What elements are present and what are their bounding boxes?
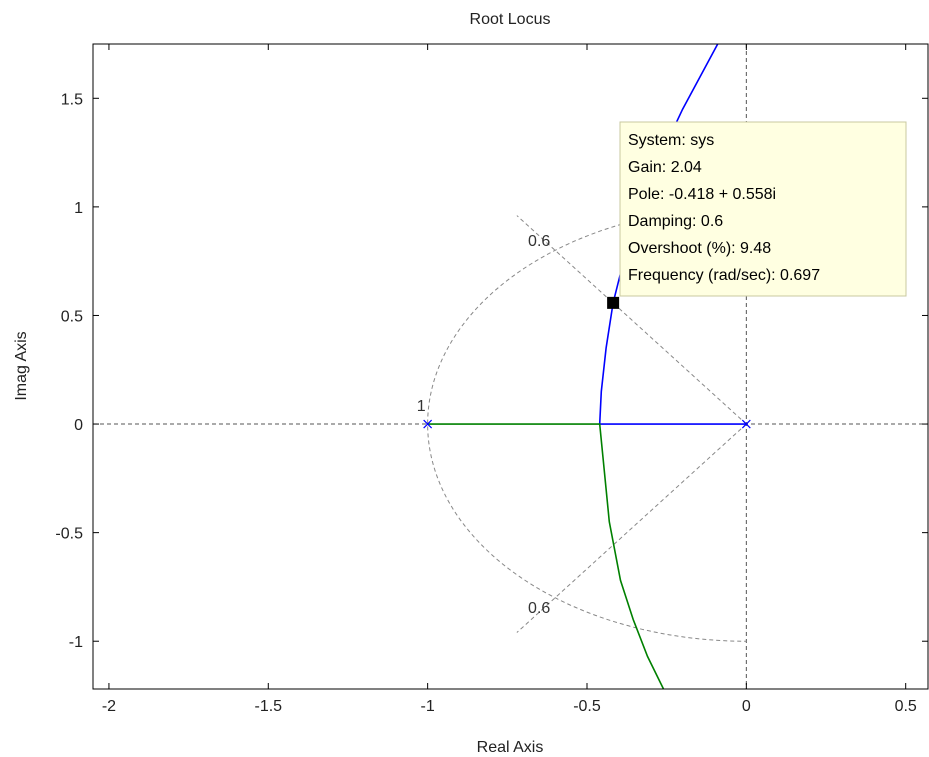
x-tick-label: 0.5 xyxy=(895,698,917,715)
grid-label: 0.6 xyxy=(528,233,550,250)
x-axis-label: Real Axis xyxy=(477,739,544,756)
y-tick-label: 0.5 xyxy=(61,308,83,325)
chart-title: Root Locus xyxy=(470,11,551,28)
axis-ticks: -2 -1.5 -1 -0.5 0 0.5 1.5 1 0.5 0 -0.5 -1 xyxy=(55,44,928,715)
pole-marker xyxy=(423,419,433,429)
x-tick-label: -1.5 xyxy=(254,698,282,715)
selected-pole-marker[interactable] xyxy=(607,296,620,309)
datatip-line: Gain: 2.04 xyxy=(628,159,702,176)
datatip-line: Frequency (rad/sec): 0.697 xyxy=(628,267,820,284)
datatip-line: Pole: -0.418 + 0.558i xyxy=(628,186,776,203)
pole-marker xyxy=(741,419,751,429)
damping-grid-line-upper xyxy=(516,215,747,425)
datatip[interactable]: System: sys Gain: 2.04 Pole: -0.418 + 0.55… xyxy=(619,121,907,297)
plot-frame xyxy=(92,43,929,690)
plot-area[interactable]: 0.6 0.6 1 xyxy=(93,44,928,689)
y-tick-label: 1 xyxy=(74,200,83,217)
datatip-line: Overshoot (%): 9.48 xyxy=(628,240,771,257)
locus-branch-2[interactable] xyxy=(427,423,665,689)
x-tick-label: 0 xyxy=(742,698,751,715)
damping-grid-line-lower xyxy=(516,423,747,633)
grid-label: 0.6 xyxy=(528,600,550,617)
datatip-line: Damping: 0.6 xyxy=(628,213,723,230)
grid-label: 1 xyxy=(417,398,426,415)
x-tick-label: -0.5 xyxy=(573,698,601,715)
x-tick-label: -2 xyxy=(102,698,116,715)
y-tick-label: -0.5 xyxy=(55,526,83,543)
frequency-grid-arc xyxy=(427,206,747,642)
datatip-box xyxy=(619,121,907,297)
x-tick-label: -1 xyxy=(421,698,435,715)
y-tick-label: 0 xyxy=(74,417,83,434)
datatip-text: System: sys Gain: 2.04 Pole: -0.418 + 0.55… xyxy=(628,132,820,284)
datatip-line: System: sys xyxy=(628,132,714,149)
y-tick-label: -1 xyxy=(69,634,83,651)
y-axis-label: Imag Axis xyxy=(13,331,30,400)
y-tick-label: 1.5 xyxy=(61,91,83,108)
